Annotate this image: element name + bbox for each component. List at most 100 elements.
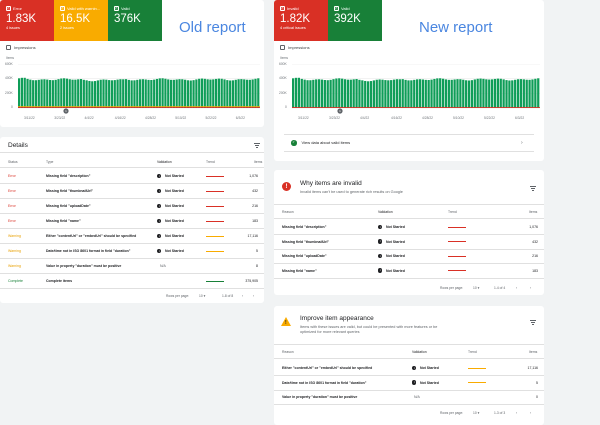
filter-icon[interactable]: [530, 320, 536, 325]
row-type[interactable]: Complete items: [46, 279, 73, 283]
row-reason[interactable]: Missing field "description": [282, 225, 327, 229]
row-type[interactable]: Missing field "name": [46, 219, 81, 223]
validation-status-icon: i: [412, 365, 417, 371]
row-reason[interactable]: Missing field "uploadDate": [282, 254, 327, 258]
old-card-valid[interactable]: ✓ Valid 376K: [108, 0, 162, 41]
card-value: 16.5K: [60, 13, 91, 25]
chart-bar: [192, 80, 195, 108]
chevron-right-icon[interactable]: ›: [521, 140, 523, 146]
checkbox-icon: [6, 45, 11, 50]
row-type[interactable]: Missing field "uploadDate": [46, 204, 91, 208]
old-card-warning[interactable]: ✓ Valid with warnin... 16.5K 2 issues: [54, 0, 108, 41]
col-validation[interactable]: Validation: [157, 160, 172, 164]
chart-bar: [110, 80, 114, 108]
chart-bar: [346, 79, 350, 108]
old-card-error[interactable]: ✓ Error 1.83K 4 issues: [0, 0, 54, 41]
prev-page-icon[interactable]: ‹: [516, 286, 518, 290]
x-tick: 4/16/22: [391, 116, 402, 120]
chart-bar: [499, 78, 502, 108]
col-validation[interactable]: Validation: [412, 350, 427, 354]
col-trend[interactable]: Trend: [468, 350, 477, 354]
new-impressions-toggle[interactable]: Impressions: [280, 45, 310, 50]
col-trend[interactable]: Trend: [448, 210, 457, 214]
rows-per-page-select[interactable]: 10 ▾: [473, 286, 480, 290]
filter-icon[interactable]: [530, 186, 536, 191]
row-trend: [206, 250, 224, 252]
chart-bar: [198, 78, 201, 108]
chart-bar: [508, 80, 511, 108]
col-items[interactable]: Items: [529, 210, 538, 214]
next-page-icon[interactable]: ›: [530, 286, 532, 290]
chart-bar: [195, 79, 198, 108]
col-type[interactable]: Type: [46, 160, 54, 164]
chart-bar: [335, 78, 338, 108]
card-label: Valid: [121, 5, 130, 11]
chart-bar: [88, 80, 91, 108]
row-type[interactable]: Missing field "thumbnailUrl": [46, 189, 94, 193]
chart-bar: [254, 78, 257, 108]
chart-bar: [243, 79, 246, 108]
chart-bar: [133, 80, 136, 108]
col-items[interactable]: Items: [529, 350, 538, 354]
next-page-icon[interactable]: ›: [253, 294, 255, 298]
chart-bar: [51, 80, 54, 108]
row-type[interactable]: Missing field "description": [46, 174, 91, 178]
row-items: 1,076: [529, 225, 538, 229]
row-type[interactable]: Date/time not in ISO 8601 format in fiel…: [46, 249, 131, 253]
row-items: 216: [252, 204, 258, 208]
annotation-marker-icon[interactable]: [337, 108, 343, 114]
check-icon: ✓: [114, 5, 119, 11]
chart-bar: [153, 79, 156, 108]
new-card-invalid[interactable]: ✓ Invalid 1.82K 4 critical issues: [274, 0, 328, 41]
row-type[interactable]: Either "contentUrl" or "embedUrl" should…: [46, 234, 137, 238]
row-validation: Not Started: [165, 219, 184, 223]
old-x-axis: 1: [63, 108, 69, 114]
row-type[interactable]: Value in property "duration" must be pos…: [46, 264, 122, 268]
validation-status-icon: i: [157, 248, 162, 254]
row-reason[interactable]: Missing field "thumbnailUrl": [282, 239, 330, 244]
rows-per-page-select[interactable]: 10 ▾: [199, 294, 206, 298]
col-validation[interactable]: Validation: [378, 210, 393, 214]
card-label: Invalid: [287, 5, 299, 11]
chart-bar: [323, 80, 326, 108]
chart-bar: [20, 77, 24, 108]
next-page-icon[interactable]: ›: [530, 411, 532, 415]
chart-bar: [436, 78, 439, 108]
col-status[interactable]: Status: [8, 160, 18, 164]
row-divider: [0, 288, 264, 289]
col-reason[interactable]: Reason: [282, 350, 294, 354]
chart-bar: [470, 80, 474, 108]
row-reason[interactable]: Either "contentUrl" or "embedUrl" should…: [282, 366, 373, 370]
row-divider: [0, 228, 264, 229]
annotation-marker-icon[interactable]: [63, 108, 69, 114]
chart-bar: [292, 78, 295, 108]
col-trend[interactable]: Trend: [206, 160, 215, 164]
rows-per-page-select[interactable]: 10 ▾: [473, 411, 480, 415]
chart-bar: [245, 79, 249, 108]
row-items: 0: [536, 395, 538, 399]
row-reason[interactable]: Date/time not in ISO 8601 format in fiel…: [282, 380, 367, 385]
chart-bar: [473, 79, 476, 108]
prev-page-icon[interactable]: ‹: [516, 411, 518, 415]
row-items: 432: [532, 239, 538, 244]
chart-bar: [476, 78, 479, 108]
impressions-label: Impressions: [288, 45, 310, 50]
card-sub: 2 issues: [60, 26, 74, 30]
view-valid-items-link[interactable]: ✓ View data about valid items: [291, 140, 350, 146]
col-items[interactable]: Items: [254, 160, 263, 164]
row-reason[interactable]: Value in property "duration" must be pos…: [282, 395, 358, 399]
col-reason[interactable]: Reason: [282, 210, 294, 214]
chart-bar: [352, 79, 355, 108]
prev-page-icon[interactable]: ‹: [242, 294, 244, 298]
chart-bar: [181, 79, 184, 108]
old-impressions-toggle[interactable]: Impressions: [6, 45, 36, 50]
chart-bar: [488, 79, 491, 108]
chart-bar: [482, 78, 485, 108]
row-reason[interactable]: Missing field "name": [282, 268, 317, 273]
row-divider: [0, 273, 264, 274]
error-icon: !: [282, 182, 291, 191]
row-trend: [206, 205, 224, 207]
new-card-valid[interactable]: ✓ Valid 392K: [328, 0, 382, 41]
chart-bar: [516, 79, 520, 108]
filter-icon[interactable]: [254, 143, 260, 148]
